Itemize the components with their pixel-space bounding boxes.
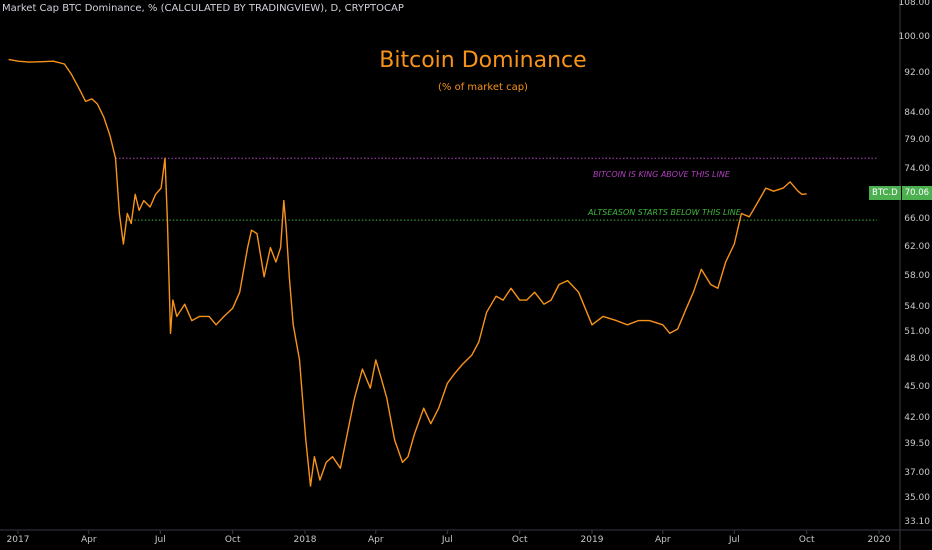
x-tick-label: Oct [511, 535, 528, 545]
chart-subtitle: (% of market cap) [438, 82, 528, 93]
x-tick-label: 2020 [867, 535, 891, 545]
x-tick-label: 2018 [293, 535, 317, 545]
x-tick-label: Jul [441, 535, 453, 545]
y-tick-label: 48.00 [904, 353, 930, 364]
y-tick-label: 62.00 [904, 241, 930, 252]
y-tick-label: 74.00 [904, 163, 930, 174]
y-tick-label: 39.50 [904, 439, 930, 450]
last-value-badge: BTC.D 70.06 [869, 186, 932, 200]
x-tick-label: Apr [655, 535, 671, 545]
y-tick-label: 84.00 [904, 108, 930, 119]
x-tick-label: 2017 [6, 535, 30, 545]
x-tick-label: 2019 [580, 535, 604, 545]
x-tick-label: Jul [728, 535, 740, 545]
y-tick-label: 108.00 [898, 0, 931, 8]
y-tick-label: 37.00 [904, 468, 930, 479]
btc-dominance-line [8, 58, 807, 487]
y-tick-label: 42.00 [904, 412, 930, 423]
x-tick-marks [17, 530, 880, 534]
x-tick-label: Apr [81, 535, 97, 545]
annotation-king-line: BITCOIN IS KING ABOVE THIS LINE [593, 170, 730, 179]
x-tick-label: Oct [798, 535, 815, 545]
x-tick-label: Oct [224, 535, 241, 545]
y-tick-label: 51.00 [904, 327, 930, 338]
badge-value: 70.06 [901, 186, 932, 200]
y-tick-label: 100.00 [898, 31, 931, 42]
y-tick-label: 66.00 [904, 214, 930, 225]
badge-symbol: BTC.D [869, 186, 901, 200]
x-tick-label: Jul [154, 535, 166, 545]
reference-lines [115, 157, 877, 221]
x-tick-label: Apr [368, 535, 384, 545]
chart-title: Bitcoin Dominance [379, 48, 587, 73]
y-tick-label: 35.00 [904, 492, 930, 503]
chart-header: Market Cap BTC Dominance, % (CALCULATED … [2, 3, 404, 14]
y-tick-label: 54.00 [904, 302, 930, 313]
y-tick-label: 45.00 [904, 382, 930, 393]
y-tick-label: 92.00 [904, 68, 930, 79]
y-tick-label: 79.00 [904, 135, 930, 146]
y-tick-label: 58.00 [904, 270, 930, 281]
y-tick-label: 33.10 [904, 517, 930, 527]
annotation-altseason-line: ALTSEASON STARTS BELOW THIS LINE [588, 208, 741, 217]
